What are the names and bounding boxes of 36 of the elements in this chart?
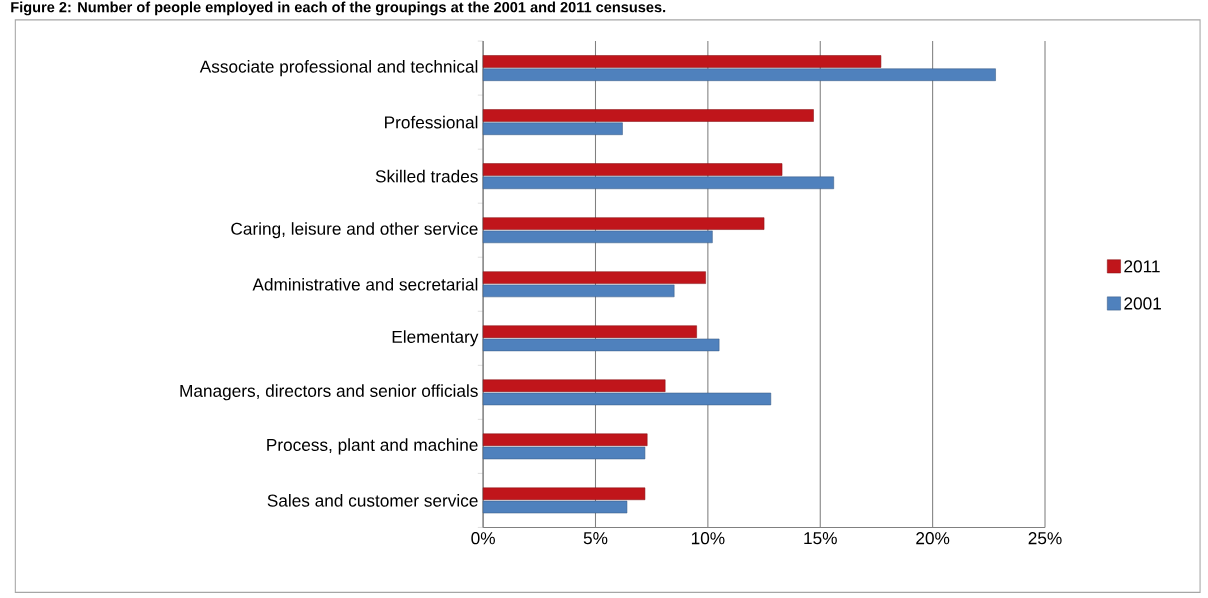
bar bbox=[482, 446, 646, 460]
bar bbox=[482, 176, 834, 190]
bar bbox=[482, 392, 772, 406]
x-tick-label: 10% bbox=[691, 532, 725, 545]
text: Figure 2: Number of people employed in each of the groupings at the 2001 and 2011 censuses. bbox=[11, 1, 666, 16]
bar bbox=[482, 325, 697, 339]
bar bbox=[482, 55, 882, 68]
y-tick-label: Professional bbox=[385, 115, 478, 129]
bar bbox=[482, 271, 706, 285]
bar bbox=[482, 379, 666, 393]
y-tick-label: Administrative and secretarial bbox=[252, 278, 478, 291]
bar bbox=[482, 122, 623, 136]
y-tick-label: Caring, leisure and other service bbox=[231, 222, 478, 239]
bar bbox=[482, 163, 783, 176]
legend-label: 2001 bbox=[1124, 297, 1161, 310]
bar bbox=[482, 68, 996, 82]
y-tick-label: Sales and customer service bbox=[267, 494, 478, 507]
x-tick-label: 0% bbox=[471, 532, 495, 545]
bar bbox=[482, 109, 814, 122]
y-tick-label: Process, plant and machine bbox=[267, 438, 478, 455]
legend-label: 2011 bbox=[1124, 260, 1160, 273]
bar bbox=[482, 338, 720, 352]
bar bbox=[482, 230, 713, 244]
bar bbox=[482, 217, 765, 230]
y-tick-label: Associate professional and technical bbox=[199, 60, 478, 77]
x-tick-label: 5% bbox=[583, 532, 608, 545]
x-tick-label: 15% bbox=[804, 532, 837, 545]
y-tick-label: Managers, directors and senior officials bbox=[180, 384, 478, 401]
y-tick-label: Elementary bbox=[392, 330, 479, 347]
bar bbox=[482, 433, 648, 447]
bar bbox=[482, 500, 628, 514]
bar bbox=[482, 284, 675, 298]
bar bbox=[482, 487, 646, 501]
x-tick-label: 20% bbox=[916, 532, 950, 545]
y-tick-label: Skilled trades bbox=[375, 170, 478, 183]
x-tick-label: 25% bbox=[1028, 532, 1062, 545]
